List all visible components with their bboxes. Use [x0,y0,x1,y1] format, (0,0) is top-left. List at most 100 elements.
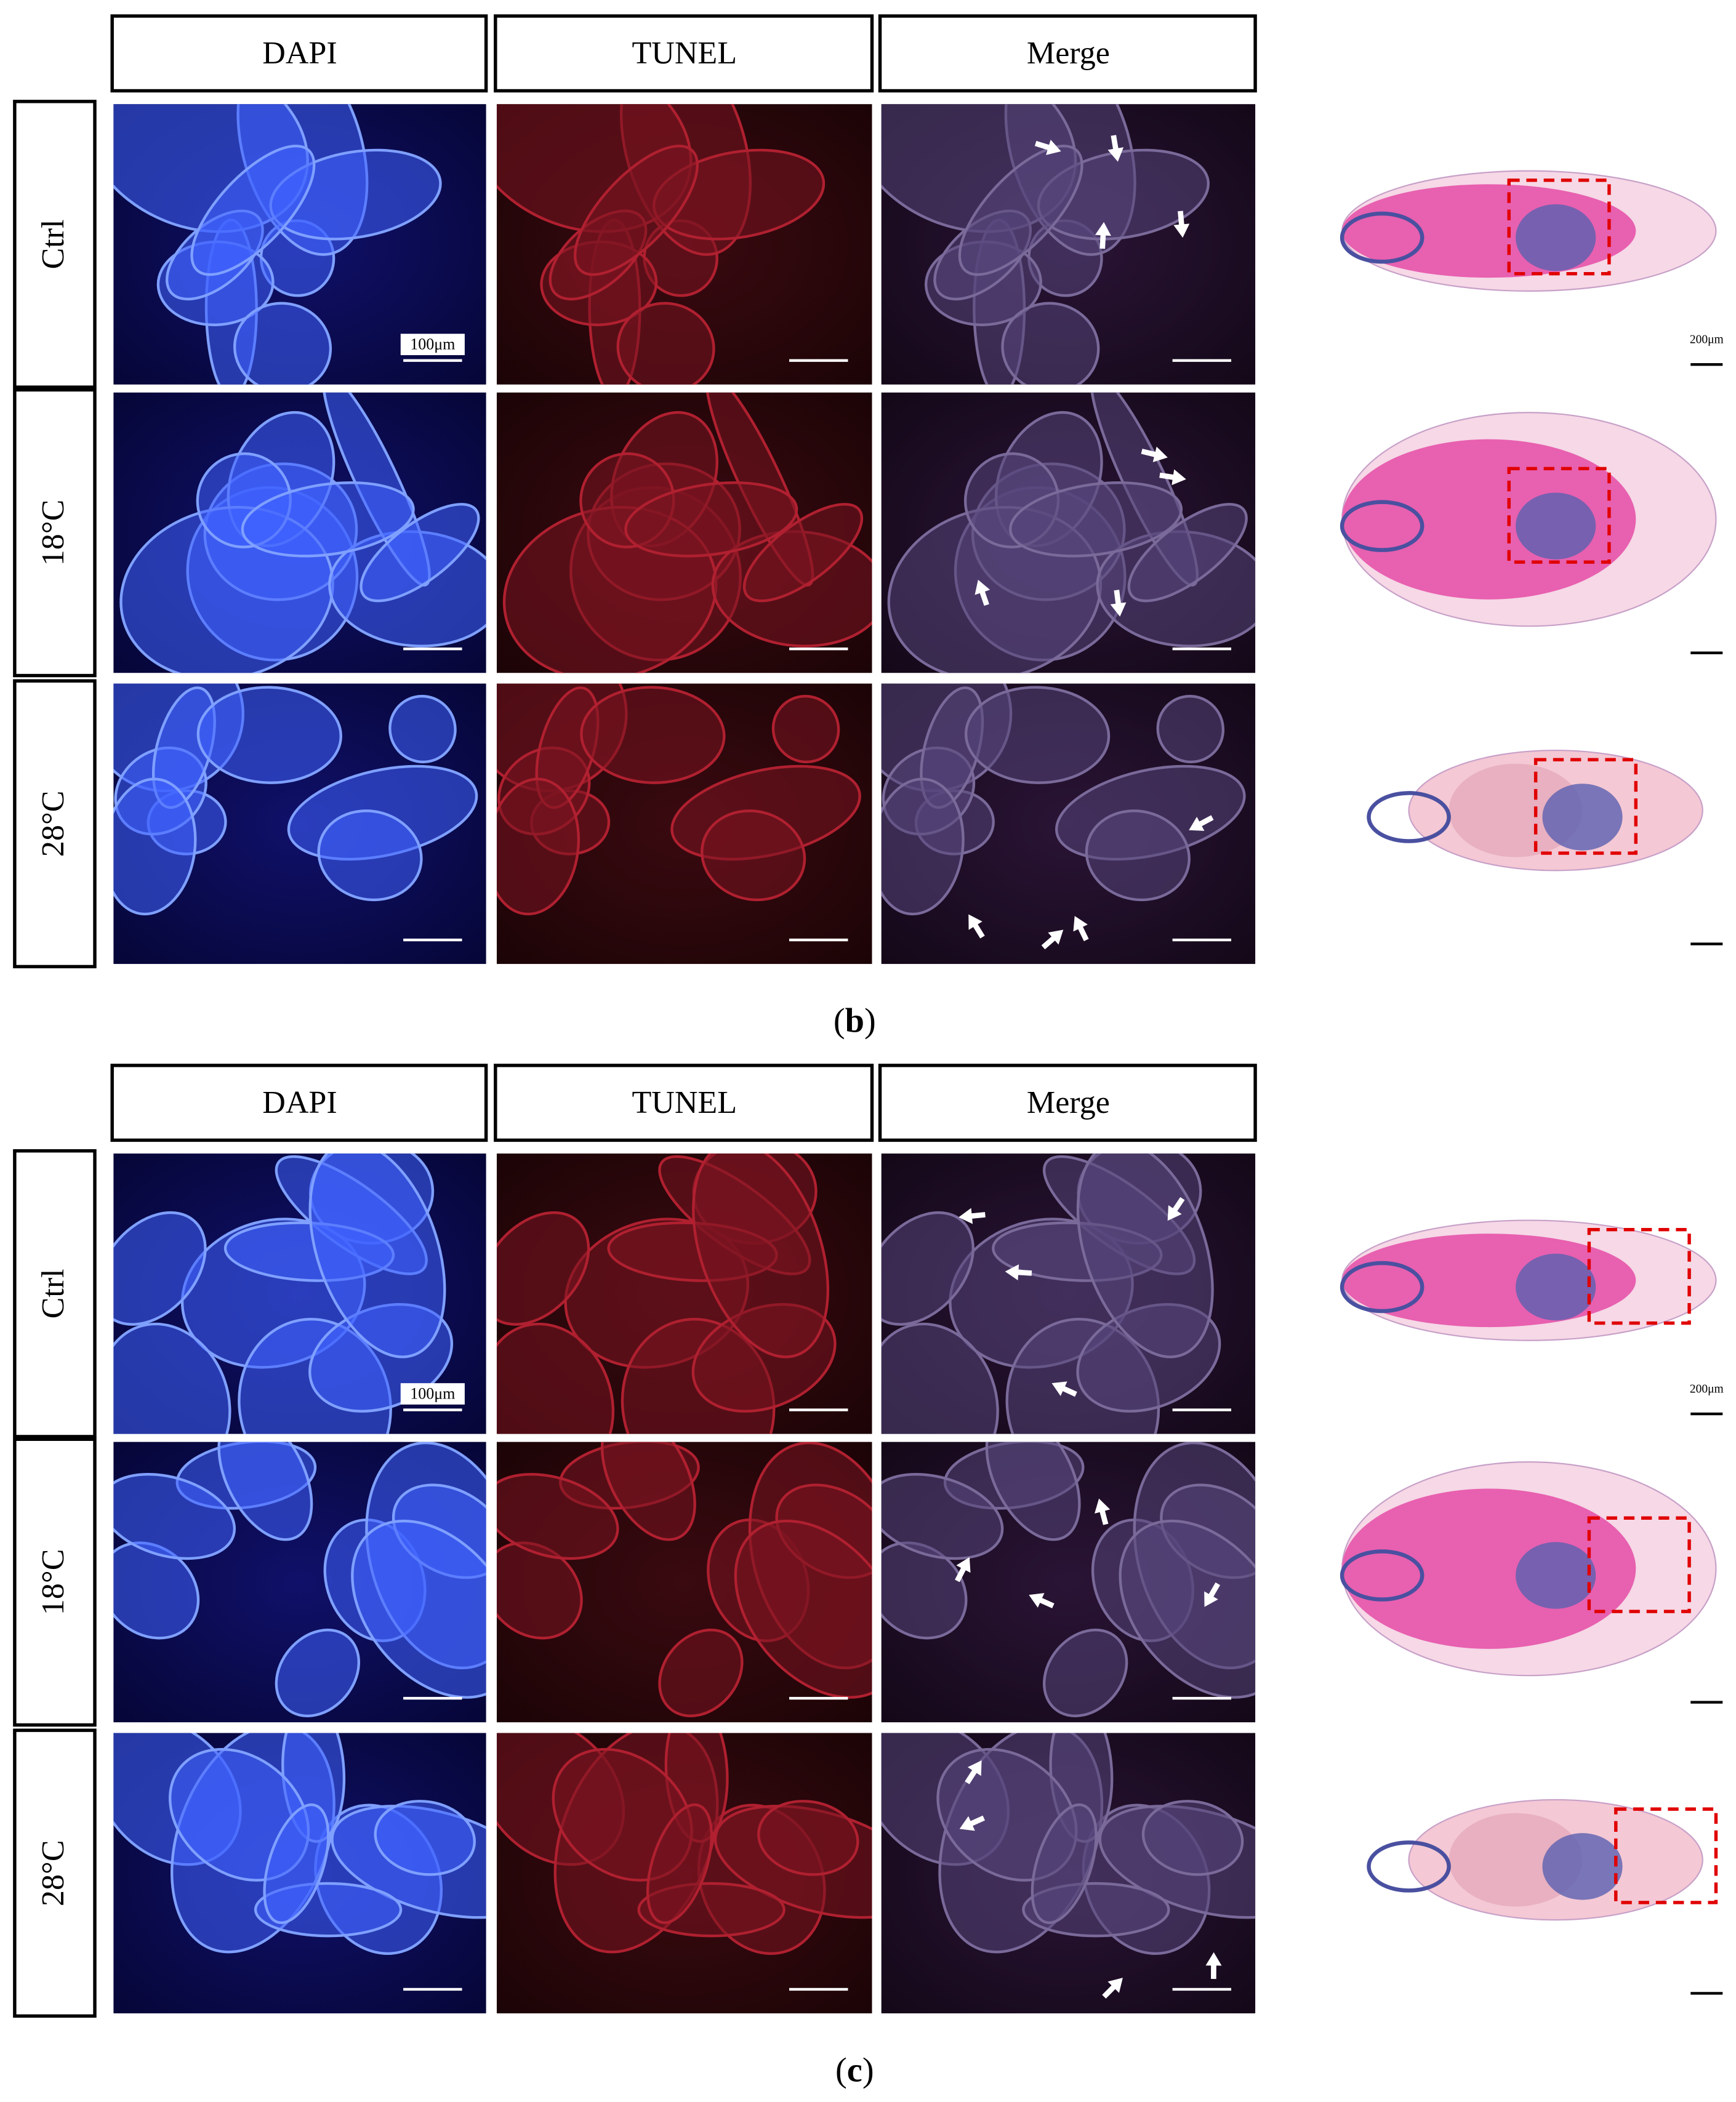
micrograph: 100μm [113,104,486,385]
arrow [1159,469,1186,486]
tissue-region [881,1473,1004,1560]
tissue-region [190,145,316,276]
overview-scale-label: 200μm [1690,1382,1724,1395]
arrow [1073,916,1089,942]
tissue-region [113,1211,207,1326]
tissue-region [692,1153,830,1358]
region-box [1507,467,1611,564]
micrograph [881,1153,1256,1434]
micrograph [881,104,1256,385]
arrow [1110,590,1127,617]
row-label-box [13,1437,97,1727]
row-label: 28°C [36,791,71,857]
tissue-region [317,809,423,902]
tissue [881,1153,1221,1434]
tissue [881,104,1210,385]
arrow [1141,446,1168,462]
micrograph [113,1442,486,1723]
tissue-region [1043,1628,1128,1717]
tissue-blue [1542,784,1623,851]
scale-bar-label: 100μm [410,1385,455,1403]
overview-section [1367,1799,1723,1995]
row-label-box [13,1728,97,2018]
tissue-region [701,809,806,902]
row-label: Ctrl [36,219,71,269]
arrow [974,579,991,606]
tissue-region [646,1803,713,1924]
overview-section [1340,1461,1723,1704]
tissue-region [985,1442,1081,1541]
tissue-blue [1340,500,1425,552]
tissue-blue [1367,1840,1451,1893]
tissue [496,1153,837,1434]
micrograph [113,392,486,673]
arrow [1029,1593,1055,1608]
scale-label-bg [400,334,465,355]
column-header: TUNEL [632,36,737,71]
overview-section [1367,749,1723,945]
tissue-region [233,302,332,385]
tissue-region [496,1322,615,1434]
column-header: TUNEL [632,1085,737,1120]
micrograph: 100μm [113,1153,486,1434]
tissue-region [881,1322,999,1434]
column-header-box [878,14,1257,93]
arrow [1107,135,1124,162]
row-label-box [13,100,97,389]
micrograph [881,683,1256,965]
overview-section: 200μm [1340,170,1724,366]
tissue-region [771,694,840,764]
arrow [968,914,985,939]
column-header-box [110,1064,488,1142]
tissue-region [1001,302,1100,385]
tissue-region [573,145,699,276]
row-label-box [13,1149,97,1438]
tissue-region [196,686,342,784]
region-box [1507,179,1611,276]
arrow [955,1557,971,1583]
micrograph [881,1733,1256,2013]
micrograph [113,683,486,965]
tissue-region [616,302,715,385]
panel: DAPI TUNEL Merge Ctrl 100μm 200μm 18°C 28°C (c) [13,1064,1724,2090]
tissue-region [308,1153,446,1358]
tissue [502,392,872,673]
column-header: Merge [1027,36,1110,71]
micrograph [496,1442,872,1723]
row-label: 28°C [36,1840,71,1906]
tissue [887,392,1256,673]
tissue-region [1156,694,1225,764]
micrograph [496,1733,872,2013]
arrow [1205,1952,1222,1980]
tissue-region [241,481,415,558]
tissue [496,1733,872,1956]
caption-letter: c [847,2052,862,2090]
tissue [881,1733,1256,1999]
tissue-blue [1340,1549,1425,1602]
tissue-region [1076,1153,1214,1358]
row-label: 18°C [36,1549,71,1616]
tissue-region [275,1628,360,1717]
arrow [1095,1498,1111,1525]
tissue-region [217,1442,313,1541]
region-box [1587,1516,1691,1613]
tissue-region [388,694,457,764]
arrow [1051,1381,1077,1397]
tissue-blue [1340,1261,1425,1314]
tissue [113,683,478,916]
tissue-pink [1342,1488,1636,1649]
region-box [1614,1807,1718,1904]
column-header: Merge [1027,1085,1110,1120]
tissue-blue [1516,492,1596,560]
caption: (b) [834,1002,876,1040]
column-header-box [110,14,488,93]
column-header: DAPI [262,36,337,71]
row-label-box [13,388,97,678]
arrow [1005,1264,1032,1281]
tissue [496,104,826,385]
tissue-region [496,1211,590,1326]
arrow [1189,815,1214,831]
micrograph [113,1733,486,2013]
arrow [1041,929,1064,950]
